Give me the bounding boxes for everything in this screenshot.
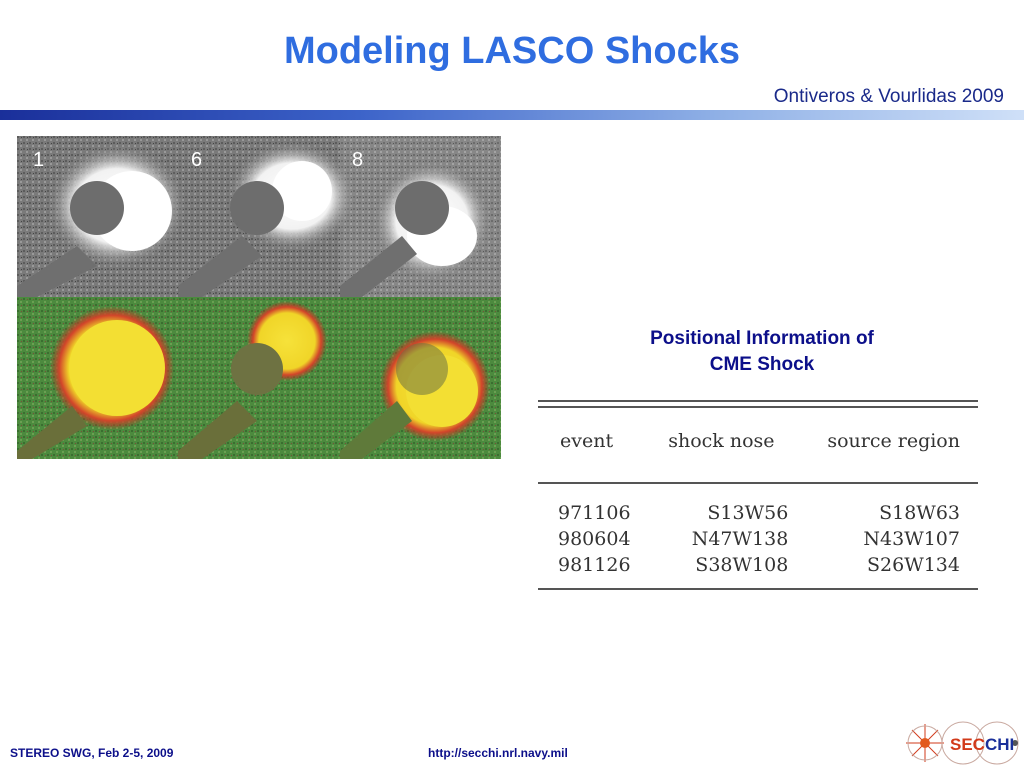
secchi-logo: SECCHI [905,720,1020,766]
logo-text-sec: SEC [950,735,985,754]
source-region-cell: S26W134 [788,552,978,590]
source-region-cell: S18W63 [879,502,960,524]
table-caption: Positional Information of CME Shock [540,326,984,378]
top-row-grayscale: 1 6 8 [17,136,501,297]
table-caption-line-2: CME Shock [709,354,815,375]
bottom-row-colorized [17,297,501,459]
table-caption-line-1: Positional Information of [650,328,874,349]
coronagraph-figure: 1 6 8 [17,136,501,459]
event-cell: 981126 [538,552,655,590]
table-header-row: event shock nose source region [538,408,978,484]
table-row: 980604 N47W138 N43W107 [538,526,978,552]
table-top-rule [538,400,978,408]
column-header-event: event [538,408,655,484]
panel-label-8: 8 [352,149,363,171]
table-row: 971106 S13W56 S18W63 [538,483,978,526]
event-cell: 971106 [558,502,631,524]
shock-nose-cell: S13W56 [707,502,789,524]
panel-label-1: 1 [33,149,44,171]
column-header-source-region: source region [788,408,978,484]
footer-url-link[interactable]: http://secchi.nrl.navy.mil [428,746,568,760]
table-row: 981126 S38W108 S26W134 [538,552,978,590]
svg-text:SECCHI: SECCHI [950,735,1014,754]
shock-position-table: event shock nose source region 971106 S1… [538,400,978,590]
shock-nose-cell: S38W108 [654,552,789,590]
event-cell: 980604 [558,528,631,550]
source-region-cell: N43W107 [863,528,960,550]
logo-text-chi: CHI [985,735,1014,754]
panel-label-6: 6 [191,149,202,171]
title-rule-bar [0,110,1024,120]
author-credit: Ontiveros & Vourlidas 2009 [773,86,1004,107]
column-header-shock-nose: shock nose [654,408,789,484]
slide-title: Modeling LASCO Shocks [283,30,741,72]
shock-nose-cell: N47W138 [691,528,789,550]
coronagraph-figure-svg: 1 6 8 [17,136,501,459]
footer-meeting: STEREO SWG, Feb 2-5, 2009 [10,746,174,760]
secchi-logo-icon: SECCHI [906,721,1019,765]
